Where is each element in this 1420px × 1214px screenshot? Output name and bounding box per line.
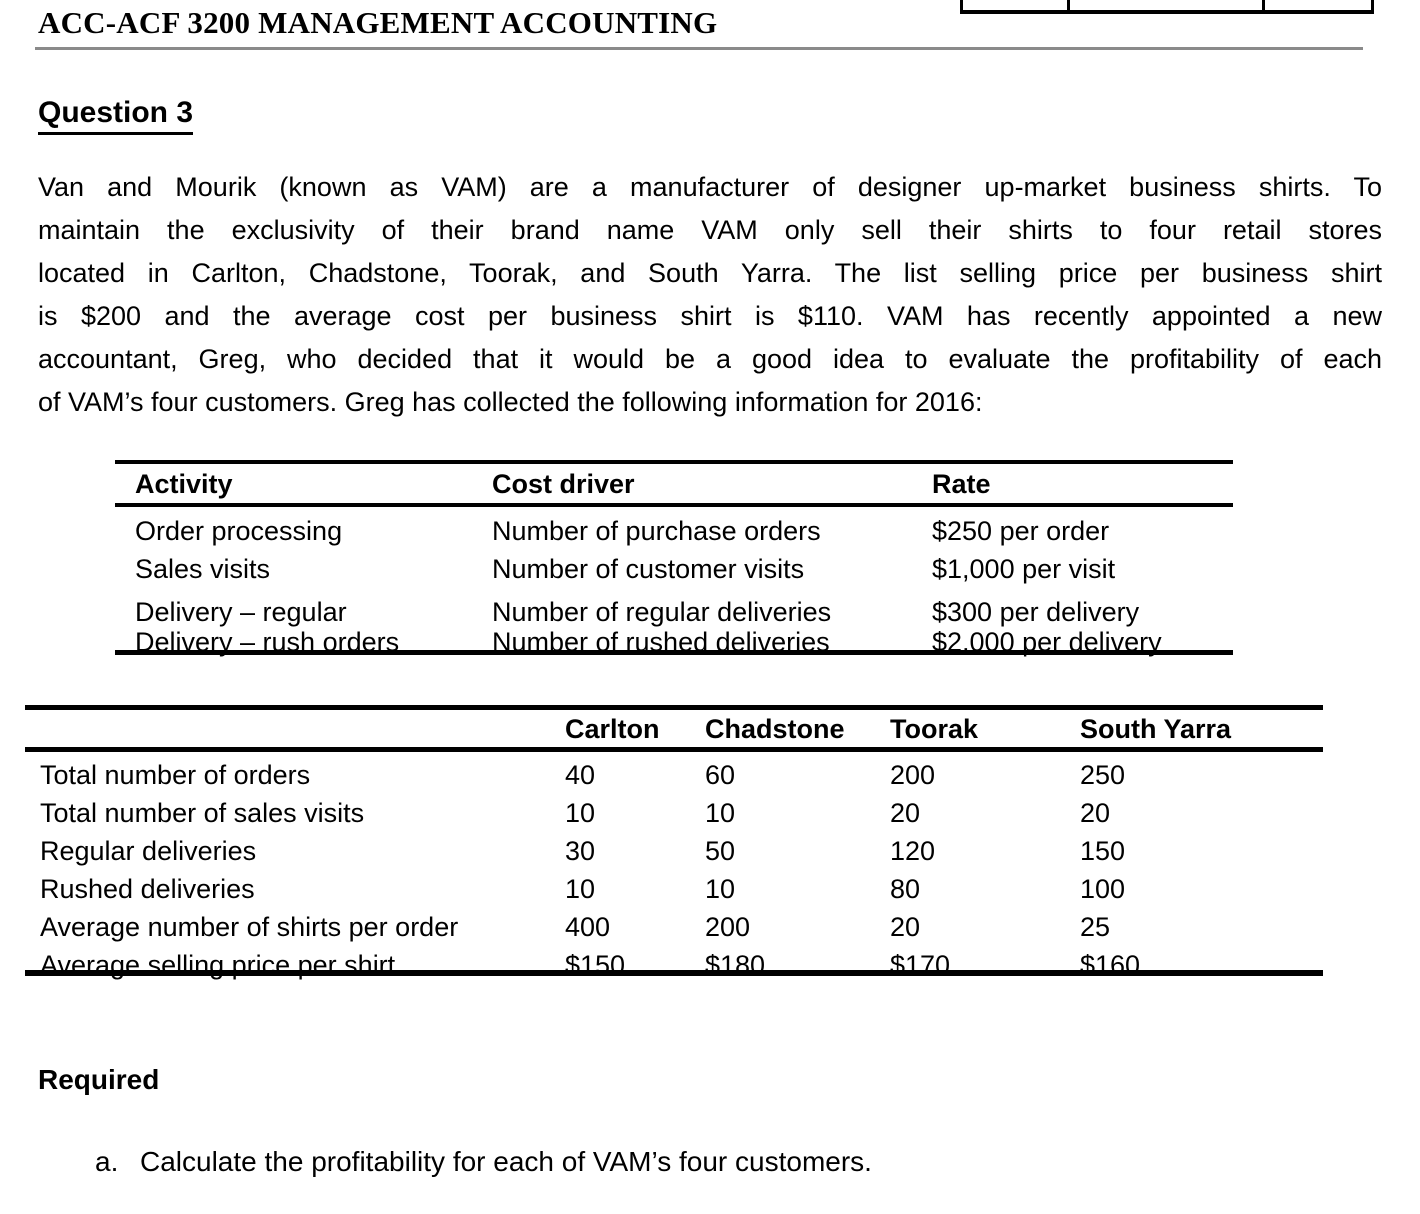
cost-driver-cell: Number of customer visits: [492, 554, 805, 584]
carlton-cell: 400: [565, 912, 611, 942]
table-row: Average number of shirts per order 400 2…: [25, 904, 1323, 942]
carlton-cell: 10: [565, 798, 596, 828]
toorak-cell: 80: [890, 874, 921, 904]
activity-cell: Order processing: [135, 516, 343, 546]
row-label-cell: Total number of sales visits: [40, 798, 365, 828]
chadstone-cell: 10: [705, 874, 736, 904]
cost-driver-cell: Number of regular deliveries: [492, 597, 832, 627]
table-row: Delivery – rush orders Number of rushed …: [115, 625, 1233, 657]
customer-data-table: Carlton Chadstone Toorak South Yarra Tot…: [25, 705, 1323, 980]
customers-header-chadstone: Chadstone: [705, 714, 845, 744]
row-label-cell: Regular deliveries: [40, 836, 257, 866]
activity-cell: Delivery – rush orders: [135, 627, 400, 657]
paragraph-line: accountant, Greg, who decided that it wo…: [38, 344, 1382, 374]
chadstone-cell: 50: [705, 836, 736, 866]
header-divider: [35, 47, 1363, 50]
table-row: Sales visits Number of customer visits $…: [115, 545, 1233, 588]
rates-header-activity: Activity: [135, 469, 233, 499]
toorak-cell: 20: [890, 798, 921, 828]
south-yarra-cell: 20: [1080, 798, 1111, 828]
row-label-cell: Average selling price per shirt: [40, 950, 396, 980]
carlton-cell: $150: [565, 950, 626, 980]
rate-cell: $2,000 per delivery: [932, 627, 1162, 657]
carlton-cell: 40: [565, 760, 596, 790]
cost-driver-cell: Number of rushed deliveries: [492, 627, 830, 657]
toorak-cell: 120: [890, 836, 936, 866]
item-marker: a.: [95, 1146, 119, 1177]
table-row: Order processing Number of purchase orde…: [115, 507, 1233, 546]
customers-table-header-row: Carlton Chadstone Toorak South Yarra: [25, 710, 1323, 752]
south-yarra-cell: 25: [1080, 912, 1111, 942]
rates-table-header-row: Activity Cost driver Rate: [115, 464, 1233, 507]
table-fragment-cell: [1262, 0, 1374, 10]
south-yarra-cell: 100: [1080, 874, 1126, 904]
row-label-cell: Average number of shirts per order: [40, 912, 459, 942]
paragraph-line: is $200 and the average cost per busines…: [38, 301, 1382, 331]
south-yarra-cell: 150: [1080, 836, 1126, 866]
rate-cell: $300 per delivery: [932, 597, 1140, 627]
course-header-title: ACC-ACF 3200 MANAGEMENT ACCOUNTING: [38, 5, 718, 40]
rate-cell: $1,000 per visit: [932, 554, 1116, 584]
carlton-cell: 30: [565, 836, 596, 866]
question-heading: Question 3: [38, 96, 194, 135]
table-row: Average selling price per shirt $150 $18…: [25, 942, 1323, 980]
item-text: Calculate the profitability for each of …: [140, 1146, 872, 1177]
row-label-cell: Total number of orders: [40, 760, 311, 790]
customers-header-carlton: Carlton: [565, 714, 660, 744]
paragraph-line: Van and Mourik (known as VAM) are a manu…: [38, 172, 1382, 202]
paragraph-line: located in Carlton, Chadstone, Toorak, a…: [38, 258, 1382, 288]
activity-rates-table: Activity Cost driver Rate Order processi…: [115, 460, 1233, 657]
rates-header-rate: Rate: [932, 469, 991, 499]
toorak-cell: $170: [890, 950, 951, 980]
cropped-table-fragment: [960, 0, 1374, 14]
question-intro-paragraph: Van and Mourik (known as VAM) are a manu…: [38, 166, 1382, 424]
carlton-cell: 10: [565, 874, 596, 904]
rate-cell: $250 per order: [932, 516, 1110, 546]
activity-cell: Sales visits: [135, 554, 271, 584]
chadstone-cell: 200: [705, 912, 751, 942]
south-yarra-cell: 250: [1080, 760, 1126, 790]
table-row: Total number of orders 40 60 200 250: [25, 752, 1323, 790]
required-heading: Required: [38, 1064, 160, 1095]
table-row: Rushed deliveries 10 10 80 100: [25, 866, 1323, 904]
cost-driver-cell: Number of purchase orders: [492, 516, 821, 546]
table-fragment-cell: [960, 0, 1067, 10]
toorak-cell: 20: [890, 912, 921, 942]
paragraph-line: maintain the exclusivity of their brand …: [38, 215, 1382, 245]
customers-header-toorak: Toorak: [890, 714, 979, 744]
chadstone-cell: $180: [705, 950, 766, 980]
activity-cell: Delivery – regular: [135, 597, 347, 627]
rates-header-cost-driver: Cost driver: [492, 469, 635, 499]
chadstone-cell: 60: [705, 760, 736, 790]
toorak-cell: 200: [890, 760, 936, 790]
customers-header-blank: [25, 714, 565, 747]
row-label-cell: Rushed deliveries: [40, 874, 255, 904]
south-yarra-cell: $160: [1080, 950, 1141, 980]
table-row: Regular deliveries 30 50 120 150: [25, 828, 1323, 866]
table-row: Total number of sales visits 10 10 20 20: [25, 790, 1323, 828]
chadstone-cell: 10: [705, 798, 736, 828]
paragraph-line: of VAM’s four customers. Greg has collec…: [38, 387, 983, 417]
requirement-item-a: a. Calculate the profitability for each …: [95, 1146, 872, 1178]
table-fragment-cell: [1067, 0, 1262, 10]
table-row: Delivery – regular Number of regular del…: [115, 588, 1233, 627]
customers-header-south-yarra: South Yarra: [1080, 714, 1232, 744]
